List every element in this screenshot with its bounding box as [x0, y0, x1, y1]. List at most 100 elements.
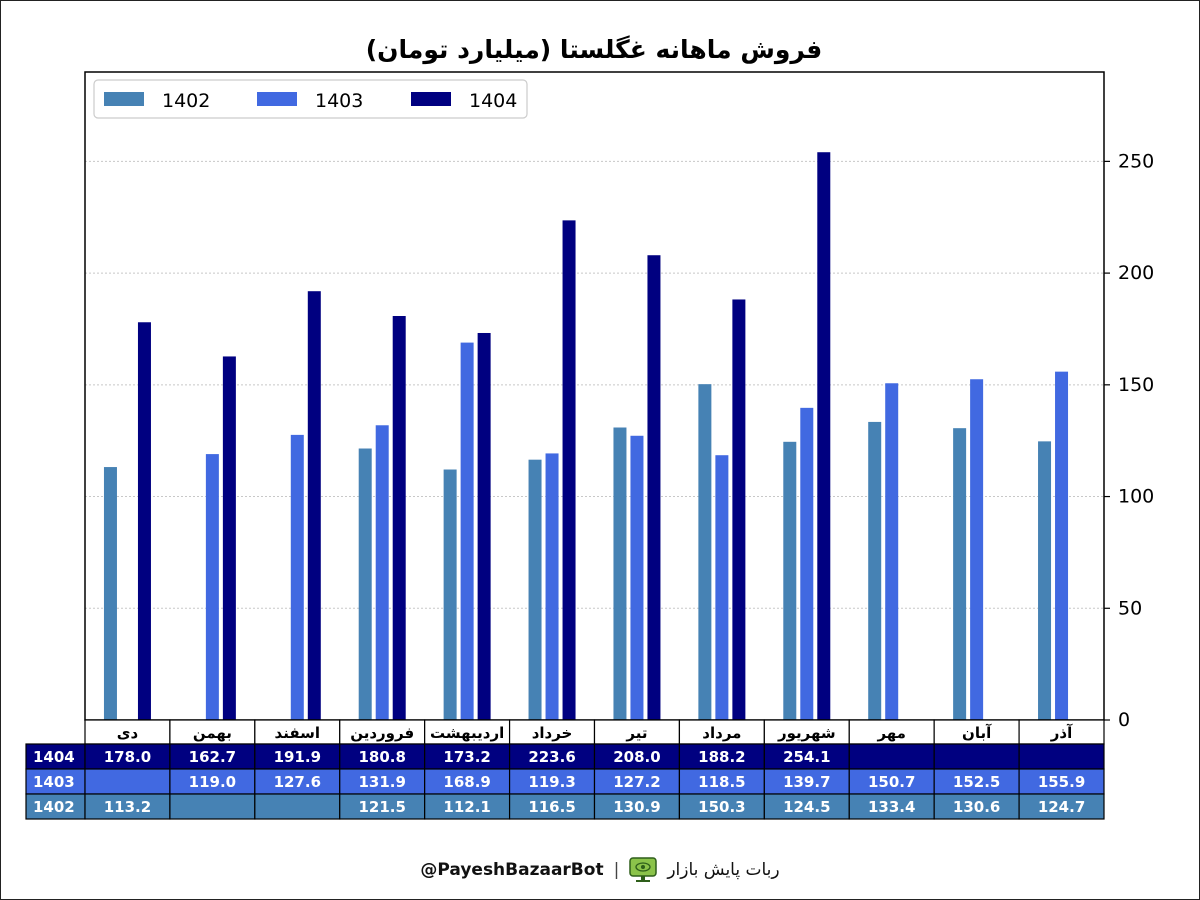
table-cell — [508, 743, 596, 770]
table-cell — [848, 743, 935, 770]
bar-1402 — [953, 428, 967, 720]
table-cell-value: 113.2 — [104, 798, 151, 816]
bar-1403 — [1055, 371, 1069, 720]
plot-border — [84, 71, 1105, 721]
table-cell — [169, 793, 256, 820]
category-label: اسفند — [275, 724, 320, 742]
bar-chart: فروش ماهانه غگلستا (میلیارد تومان) 0 50 10… — [25, 35, 1154, 820]
bar-1403 — [205, 454, 219, 720]
table-cell — [678, 793, 765, 820]
table-cell-value: 254.1 — [783, 748, 830, 766]
table-row-label-cell — [25, 743, 86, 770]
category-label: آذر — [1050, 724, 1073, 742]
y-tick-label: 50 — [1118, 597, 1142, 619]
bar-1402 — [613, 427, 627, 720]
table-cell-value: 150.7 — [868, 773, 915, 791]
category-label: بهمن — [193, 724, 232, 742]
table-cell — [254, 768, 341, 795]
table-cell — [339, 768, 426, 795]
bar-1404 — [222, 356, 236, 720]
bar-1403 — [375, 425, 389, 720]
table-cell-value: 127.6 — [274, 773, 321, 791]
bar-1404 — [647, 255, 661, 720]
legend-swatch — [411, 92, 451, 106]
bot-name: ربات پایش بازار — [667, 860, 780, 880]
table-cell — [1018, 793, 1105, 820]
table-cell — [848, 793, 935, 820]
table-cell — [763, 743, 850, 770]
table-cell — [84, 793, 171, 820]
table-cell-value: 180.8 — [358, 748, 405, 766]
bar-1404 — [307, 291, 321, 720]
table-cell-value: 173.2 — [443, 748, 490, 766]
table-cell-value: 119.0 — [189, 773, 236, 791]
table-cell — [1018, 743, 1105, 770]
table-cell-value: 139.7 — [783, 773, 830, 791]
category-label: خرداد — [532, 724, 573, 742]
table-cell — [254, 793, 341, 820]
bar-1403 — [970, 379, 984, 720]
table-cell-value: 168.9 — [443, 773, 490, 791]
table-cell-value: 191.9 — [274, 748, 321, 766]
bar-1403 — [715, 455, 729, 720]
table-cell-value: 223.6 — [528, 748, 575, 766]
bar-1404 — [477, 332, 491, 720]
y-tick-label: 150 — [1118, 374, 1154, 396]
bar-1402 — [783, 441, 797, 720]
bars — [103, 152, 1069, 721]
table-cell — [1018, 768, 1105, 795]
chart-title: فروش ماهانه غگلستا (میلیارد تومان) — [366, 35, 823, 65]
table-cell — [508, 768, 596, 795]
legend-box — [93, 79, 528, 119]
legend-label: 1404 — [469, 90, 517, 112]
bar-1402 — [868, 421, 882, 720]
table-header-cell — [593, 719, 681, 745]
table-cell — [339, 793, 426, 820]
table-cell — [593, 793, 681, 820]
bar-1402 — [358, 448, 372, 720]
table-header-cell — [508, 719, 596, 745]
category-label: مهر — [876, 724, 906, 742]
table-cell — [763, 768, 850, 795]
table-cell-value: 162.7 — [189, 748, 236, 766]
bar-1404 — [392, 316, 406, 720]
y-tick-label: 0 — [1118, 709, 1130, 731]
bar-1404 — [732, 299, 746, 720]
table-cell-value: 131.9 — [358, 773, 405, 791]
table-cell — [169, 768, 256, 795]
legend-swatch — [257, 92, 297, 106]
legend-label: 1403 — [315, 90, 363, 112]
table-row-label: 1404 — [33, 748, 75, 766]
category-label: شهریور — [777, 724, 836, 742]
bot-handle[interactable]: @PayeshBazaarBot — [420, 860, 604, 880]
category-label: دی — [117, 724, 139, 742]
table-cell-value: 127.2 — [613, 773, 660, 791]
grid-lines — [85, 160, 1104, 609]
bar-1402 — [443, 469, 457, 720]
table-cell-value: 130.9 — [613, 798, 660, 816]
legend: 1402 1403 1404 — [93, 79, 528, 119]
table-cell — [339, 743, 426, 770]
table-cell-value: 121.5 — [358, 798, 405, 816]
table-cell — [424, 793, 511, 820]
table-cell-value: 124.5 — [783, 798, 830, 816]
table-cell — [84, 768, 171, 795]
table-cell-value: 155.9 — [1038, 773, 1085, 791]
category-label: مرداد — [702, 724, 741, 742]
category-label: آبان — [962, 724, 992, 742]
table-cell-value: 112.1 — [443, 798, 490, 816]
bar-1404 — [137, 322, 151, 720]
bar-1402 — [528, 459, 542, 720]
table-cell-value: 152.5 — [953, 773, 1000, 791]
table-cell — [763, 793, 850, 820]
table-cell-value: 130.6 — [953, 798, 1000, 816]
table-cell-value: 150.3 — [698, 798, 745, 816]
table-header-cell — [848, 719, 935, 745]
bar-1402 — [698, 384, 712, 720]
table-cell-value: 118.5 — [698, 773, 745, 791]
footer-separator: | — [613, 860, 620, 880]
table-cell-value: 124.7 — [1038, 798, 1085, 816]
monitor-eye-icon — [629, 857, 658, 882]
table-cell — [933, 743, 1020, 770]
category-label: تیر — [625, 724, 647, 742]
